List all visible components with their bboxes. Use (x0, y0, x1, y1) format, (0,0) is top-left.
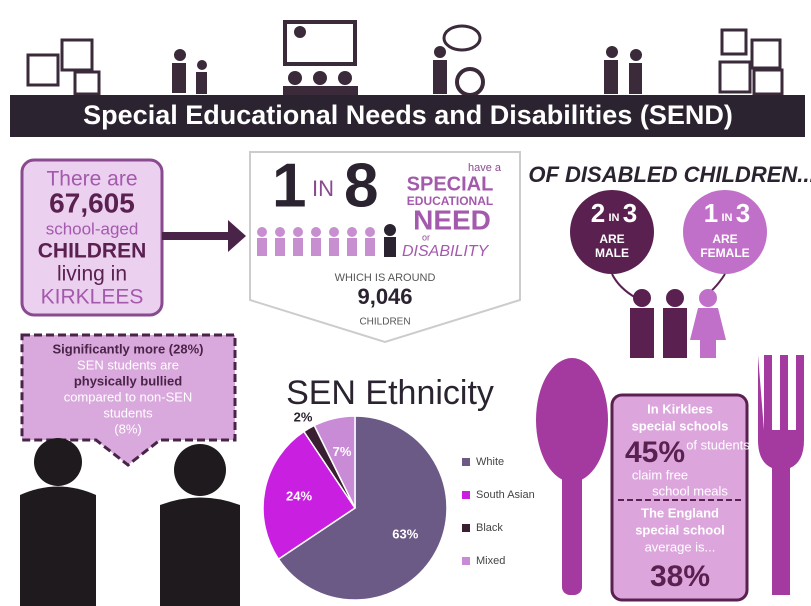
pie-chart: 63% 24% 2% 7% White South Asian Black Mixed (263, 409, 535, 600)
legend-label: Mixed (476, 555, 505, 567)
text: Significantly more (28%) (53, 341, 204, 356)
text: CHILDREN (359, 317, 410, 328)
text: IN (609, 212, 620, 224)
legend-swatch (462, 458, 470, 466)
text: 38% (650, 560, 710, 593)
text: CHILDREN (38, 240, 147, 263)
text: SPECIAL (407, 173, 494, 195)
text: KIRKLEES (41, 286, 144, 309)
text: NEED (413, 204, 491, 235)
children-figures (630, 289, 726, 358)
infographic: Special Educational Needs and Disabiliti… (0, 0, 811, 606)
chart-title: SEN Ethnicity (286, 374, 494, 412)
legend-swatch (462, 491, 470, 499)
text: 67,605 (49, 187, 135, 218)
text: (8%) (114, 421, 141, 436)
text: ARE (599, 232, 624, 246)
legend-label: Black (476, 522, 503, 534)
text: 1 (272, 151, 306, 220)
text: living in (57, 263, 127, 286)
text: average is... (645, 539, 716, 554)
text: special schools (632, 418, 729, 433)
text: FEMALE (700, 246, 749, 260)
slice-label: 2% (294, 409, 313, 424)
legend-swatch (462, 524, 470, 532)
legend-label: South Asian (476, 489, 535, 501)
arrow (162, 220, 246, 252)
text: school-aged (46, 219, 139, 238)
gender-heading: OF DISABLED CHILDREN... (528, 162, 811, 187)
text: have a (468, 162, 502, 174)
text: WHICH IS AROUND (335, 272, 436, 284)
text: IN (312, 176, 334, 201)
text: ARE (712, 232, 737, 246)
slice-label: 63% (392, 526, 418, 541)
legend-swatch (462, 557, 470, 565)
text: The England (641, 505, 719, 520)
text: SEN students are (77, 357, 179, 372)
text: or (422, 232, 430, 242)
text: physically bullied (74, 373, 182, 388)
text: 1 (704, 198, 718, 228)
text: 45% (625, 436, 685, 469)
slice-label: 7% (333, 444, 352, 459)
text: 9,046 (357, 284, 412, 309)
text: of students (686, 437, 750, 452)
slice-label: 24% (286, 488, 312, 503)
top-icons (28, 22, 782, 95)
text: school meals (652, 483, 728, 498)
text: IN (722, 212, 733, 224)
text: 3 (623, 198, 637, 228)
text: compared to non-SEN (64, 389, 193, 404)
text: special school (635, 522, 725, 537)
text: 2 (591, 198, 605, 228)
text: DISABILITY (402, 243, 490, 260)
page-title: Special Educational Needs and Disabiliti… (83, 100, 733, 130)
text: students (103, 405, 153, 420)
population-text: There are 67,605 school-aged CHILDREN li… (38, 168, 147, 309)
legend-label: White (476, 456, 504, 468)
text: 8 (344, 151, 378, 220)
text: claim free (632, 467, 688, 482)
text: MALE (595, 246, 629, 260)
text: 3 (736, 198, 750, 228)
text: In Kirklees (647, 401, 713, 416)
